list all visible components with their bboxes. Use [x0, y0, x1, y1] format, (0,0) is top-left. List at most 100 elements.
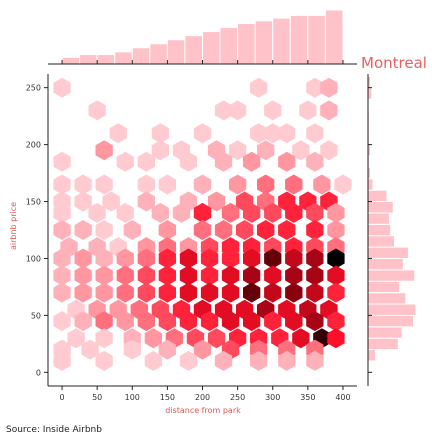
hexbin [116, 282, 134, 303]
hexbin [285, 248, 303, 269]
hexbin [123, 339, 141, 360]
hexbin [179, 350, 198, 371]
hexbin [285, 282, 303, 303]
hexbin [179, 311, 198, 332]
hexbin [123, 220, 141, 240]
y-hist-bar [367, 212, 390, 225]
hexbin [306, 350, 324, 371]
hexbin [116, 311, 134, 332]
hexbin [53, 265, 71, 286]
hexbin [257, 174, 275, 195]
hexbin [158, 174, 176, 195]
hexbin [306, 151, 324, 172]
hexbin [243, 151, 261, 172]
x-hist-bar [324, 9, 344, 65]
hexbin [299, 100, 317, 121]
hexbin [151, 202, 169, 223]
y-hist-bar [367, 280, 401, 294]
hexbin [264, 202, 282, 223]
x-tick-label: 300 [265, 393, 280, 402]
hexbin [257, 220, 275, 240]
hexbin [320, 100, 338, 121]
hexbin [116, 151, 134, 172]
hexbin [193, 174, 212, 195]
y-hist-bar [367, 189, 388, 203]
x-hist-bar [202, 31, 221, 65]
hexbin [137, 248, 155, 269]
hexbin [250, 350, 268, 371]
hexbin [200, 265, 219, 286]
hexbin [229, 140, 247, 161]
hexbin [193, 220, 212, 240]
hexbin [74, 174, 92, 195]
hexbin [95, 328, 113, 349]
hexbin [95, 140, 113, 161]
y-hist-bar [367, 349, 377, 362]
hexbin [200, 311, 219, 332]
hexbin [221, 248, 240, 269]
hexbin [264, 265, 282, 286]
hexbin [95, 282, 113, 303]
y-hist-bar [367, 201, 394, 214]
hexbin [250, 77, 268, 98]
y-hist-bar [367, 246, 409, 259]
hexbin [243, 282, 261, 303]
x-hist-bar [254, 20, 274, 65]
hexbin [327, 311, 345, 332]
hexbin [250, 123, 268, 144]
y-hist-bar [367, 303, 417, 316]
hexbin [278, 350, 296, 371]
hexbin-plot-area [53, 77, 352, 371]
hexbin [306, 282, 324, 303]
hexbin [278, 123, 296, 144]
hexbin [278, 151, 296, 172]
hexbin [243, 311, 261, 332]
hexbin [306, 202, 324, 223]
y-tick-label: 100 [26, 254, 41, 263]
x-tick-label: 350 [300, 393, 315, 402]
hexbin [53, 220, 71, 240]
hexbin [264, 123, 282, 144]
y-hist-bar [367, 292, 407, 305]
hexbin [179, 282, 198, 303]
hexbin [158, 265, 176, 286]
hexbin [88, 202, 106, 223]
hexbin [306, 77, 324, 98]
hexbin [116, 265, 134, 286]
hexbin [74, 311, 92, 332]
hexbin [95, 174, 113, 195]
x-tick-label: 100 [125, 393, 140, 402]
hexbin [214, 100, 233, 121]
hexbin [53, 350, 71, 371]
hexbin [285, 202, 303, 223]
hexbin [95, 248, 113, 269]
hexbin [116, 248, 134, 269]
hexbin [144, 350, 162, 371]
x-axis-title: distance from park [165, 406, 241, 415]
hexbin [285, 311, 303, 332]
hexbin [221, 202, 240, 223]
y-hist-bar [367, 235, 396, 248]
x-hist-bar [61, 56, 81, 65]
x-hist-bar [131, 47, 151, 65]
y-hist-bar [367, 257, 404, 271]
source-label: Source: Inside Airbnb [6, 425, 102, 435]
y-hist-bar [367, 269, 416, 282]
hexbin [137, 282, 155, 303]
hexbin [67, 328, 85, 349]
hexbin [285, 174, 303, 195]
y-hist-bar [367, 223, 392, 237]
hexbin [144, 328, 162, 349]
hexbin [102, 191, 120, 212]
hexbin [327, 248, 345, 269]
hexbin [207, 191, 226, 212]
hexbin [193, 123, 212, 144]
city-label: Montreal [361, 54, 427, 72]
hexbin [137, 265, 155, 286]
hexbin [172, 202, 191, 223]
y-tick-label: 200 [26, 141, 41, 150]
x-tick-label: 400 [335, 393, 350, 402]
hexbin [327, 220, 345, 240]
hexbin [74, 265, 92, 286]
